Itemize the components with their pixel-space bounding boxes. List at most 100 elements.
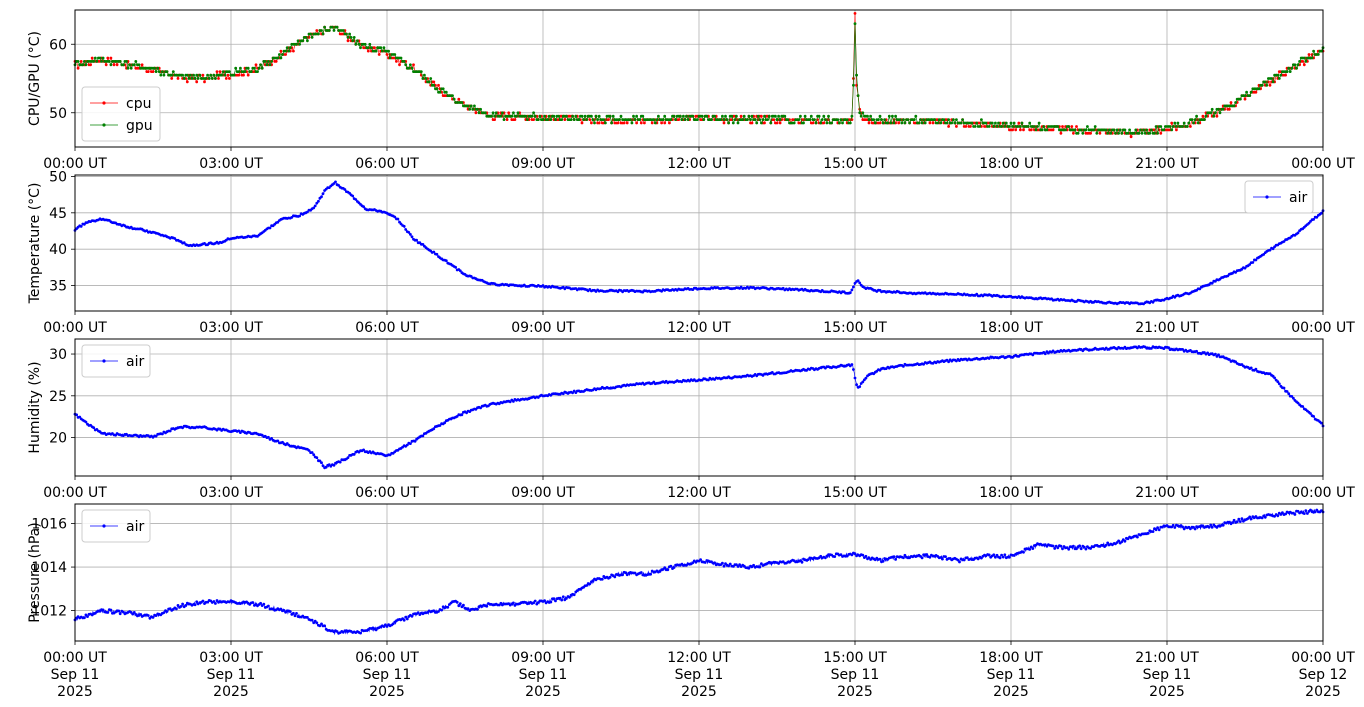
x-tick-label: 03:00 UT xyxy=(199,320,263,336)
x-tick-label: 12:00 UT xyxy=(667,485,731,501)
data-point xyxy=(413,439,417,443)
data-point xyxy=(1240,517,1244,521)
data-point xyxy=(1249,366,1253,370)
data-point xyxy=(388,56,392,60)
data-point xyxy=(950,121,954,125)
data-point xyxy=(457,97,461,101)
x-tick-label: 21:00 UT xyxy=(1135,156,1199,172)
data-point xyxy=(137,63,141,67)
data-point xyxy=(84,63,88,67)
data-point xyxy=(889,121,893,125)
data-point xyxy=(861,111,865,115)
data-point xyxy=(1156,526,1159,529)
data-point xyxy=(819,121,823,125)
data-point xyxy=(214,77,217,80)
data-point xyxy=(109,63,113,67)
data-point xyxy=(923,121,927,125)
data-point xyxy=(761,118,765,121)
data-point xyxy=(179,605,183,608)
data-point xyxy=(217,77,220,80)
data-point xyxy=(1053,547,1057,550)
data-point xyxy=(902,118,905,121)
data-point xyxy=(125,60,128,63)
data-point xyxy=(1022,128,1025,132)
data-point xyxy=(362,448,365,452)
data-point xyxy=(421,77,425,80)
data-point xyxy=(1290,395,1294,398)
data-point xyxy=(334,180,337,184)
legend: air xyxy=(1244,180,1314,214)
data-point xyxy=(731,121,735,125)
data-point xyxy=(1028,121,1032,125)
data-point xyxy=(850,288,854,292)
data-point xyxy=(618,118,621,121)
data-point xyxy=(256,70,259,73)
data-point xyxy=(192,73,196,77)
data-point xyxy=(1170,121,1174,125)
data-point xyxy=(331,25,334,29)
data-point xyxy=(132,611,136,614)
data-point xyxy=(663,114,667,118)
data-point xyxy=(1154,528,1158,532)
data-point xyxy=(1254,367,1258,371)
data-point xyxy=(920,121,924,125)
data-point xyxy=(93,56,97,60)
data-point xyxy=(753,118,757,121)
data-point xyxy=(766,118,769,121)
data-point xyxy=(421,434,425,438)
x-tick-label: 12:00 UT xyxy=(667,156,731,172)
data-point xyxy=(276,56,280,60)
data-point xyxy=(760,562,763,566)
data-point xyxy=(964,125,968,128)
data-point xyxy=(432,83,436,87)
data-point xyxy=(1001,555,1005,559)
data-point xyxy=(161,432,164,436)
data-point xyxy=(512,400,515,403)
data-point xyxy=(1218,111,1222,115)
data-point xyxy=(597,121,601,125)
data-point xyxy=(653,121,657,125)
data-point xyxy=(908,121,911,125)
x-tick-date: Sep 11 xyxy=(519,667,568,683)
data-point xyxy=(435,87,439,91)
data-point xyxy=(332,29,336,32)
x-tick-date: Sep 11 xyxy=(1143,667,1192,683)
data-point xyxy=(1276,514,1280,518)
data-point xyxy=(1181,525,1184,529)
data-point xyxy=(756,114,760,118)
y-tick-label: 50 xyxy=(49,169,67,185)
data-point xyxy=(858,281,862,285)
data-point xyxy=(153,66,157,70)
data-point xyxy=(730,114,734,118)
x-tick-year: 2025 xyxy=(369,684,405,700)
data-point xyxy=(1217,353,1220,357)
data-point xyxy=(170,77,174,80)
data-point xyxy=(1167,346,1170,350)
data-point xyxy=(363,42,367,46)
data-point xyxy=(1075,125,1078,128)
data-point xyxy=(596,118,599,121)
data-point xyxy=(301,39,305,43)
data-point xyxy=(554,599,557,603)
data-point xyxy=(574,114,578,118)
data-point xyxy=(460,101,464,104)
y-tick-label: 25 xyxy=(49,389,67,405)
data-point xyxy=(984,121,988,125)
data-point xyxy=(1003,553,1007,557)
data-point xyxy=(955,118,958,121)
data-point xyxy=(1033,125,1036,128)
y-axis-label: Pressure (hPa) xyxy=(27,522,43,622)
data-point xyxy=(195,73,199,77)
legend-label-cpu: cpu xyxy=(126,96,151,112)
data-point xyxy=(809,114,813,118)
data-point xyxy=(1265,83,1269,87)
data-point xyxy=(346,36,350,39)
data-point xyxy=(839,553,843,556)
data-point xyxy=(894,114,897,118)
data-point xyxy=(881,559,885,563)
data-point xyxy=(827,114,830,118)
data-point xyxy=(591,118,595,121)
data-point xyxy=(719,118,723,121)
data-point xyxy=(1042,125,1046,128)
data-point xyxy=(234,66,238,70)
